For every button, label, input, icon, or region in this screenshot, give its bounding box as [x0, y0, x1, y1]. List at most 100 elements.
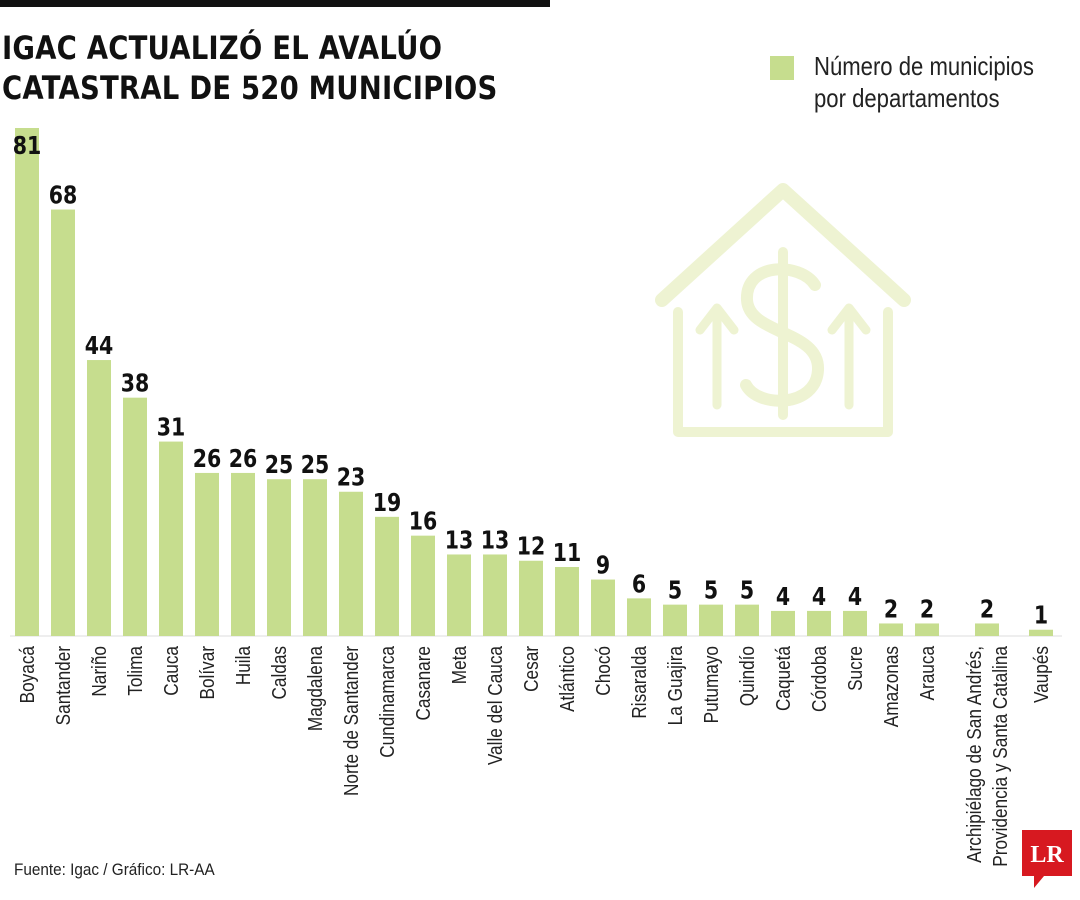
data-label: 5	[704, 577, 718, 605]
bar	[159, 441, 183, 636]
legend: Número de municipios por departamentos	[770, 50, 1080, 114]
arrow-up-icon	[827, 303, 871, 410]
bar	[267, 479, 291, 636]
data-label: 5	[740, 577, 754, 605]
source-note: Fuente: Igac / Gráfico: LR-AA	[14, 860, 215, 879]
category-label: Arauca	[916, 645, 939, 700]
category-label: La Guajira	[664, 645, 687, 725]
category-label: Risaralda	[628, 645, 651, 718]
category-label: Santander	[52, 646, 75, 725]
category-label: Caldas	[268, 646, 291, 700]
bar	[375, 516, 399, 636]
category-label: Córdoba	[808, 645, 831, 712]
data-label: 26	[229, 445, 258, 473]
category-label: Amazonas	[880, 646, 903, 727]
category-label: Meta	[448, 645, 471, 684]
bar	[771, 610, 795, 636]
bar	[231, 472, 255, 636]
bar	[1029, 629, 1053, 636]
category-label: Norte de Santander	[340, 646, 363, 796]
category-label: Cesar	[520, 646, 543, 692]
category-label: Cauca	[160, 645, 183, 695]
category-label: Putumayo	[700, 646, 723, 723]
top-rule	[0, 0, 550, 7]
category-label: Sucre	[844, 646, 867, 691]
bar	[807, 610, 831, 636]
bar	[879, 623, 903, 636]
arrow-up-icon	[695, 303, 739, 410]
legend-label: Número de municipios por departamentos	[814, 51, 1034, 113]
data-label: 81	[13, 132, 42, 160]
house-dollar-icon	[655, 183, 911, 437]
bar	[123, 397, 147, 636]
chart-title: IGAC ACTUALIZÓ EL AVALÚO CATASTRAL DE 52…	[2, 28, 518, 108]
data-label: 2	[884, 596, 898, 624]
data-label: 6	[632, 570, 646, 598]
category-label: Providencia y Santa Catalina	[989, 645, 1012, 866]
data-label: 4	[812, 583, 826, 611]
bar	[591, 579, 615, 636]
data-label: 13	[481, 527, 510, 555]
data-label: 23	[337, 464, 366, 492]
data-label: 5	[668, 577, 682, 605]
category-label: Caquetá	[772, 645, 795, 711]
data-label: 38	[121, 370, 150, 398]
category-label: Atlántico	[556, 646, 579, 712]
bar	[483, 554, 507, 636]
data-label: 44	[85, 332, 114, 360]
data-label: 25	[301, 451, 330, 479]
data-label: 11	[553, 539, 582, 567]
bar	[195, 472, 219, 636]
bar	[555, 567, 579, 636]
category-label: Tolima	[124, 645, 147, 695]
data-label: 12	[517, 533, 546, 561]
category-label: Boyacá	[16, 645, 39, 703]
category-label: Nariño	[88, 646, 111, 697]
bar	[411, 535, 435, 636]
bar	[447, 554, 471, 636]
dollar-sign-icon	[740, 247, 824, 420]
data-label: 4	[776, 583, 790, 611]
data-label: 9	[596, 552, 610, 580]
data-label: 2	[980, 596, 994, 624]
bar	[663, 604, 687, 636]
bar	[735, 604, 759, 636]
category-label: Archipiélago de San Andrés,	[963, 646, 986, 863]
category-label: Magdalena	[304, 645, 327, 731]
data-label: 25	[265, 451, 294, 479]
category-label: Huila	[232, 645, 255, 685]
lr-logo: LR	[1022, 830, 1072, 888]
data-label: 1	[1034, 602, 1048, 630]
bar	[915, 623, 939, 636]
bar	[843, 610, 867, 636]
category-label: Cundinamarca	[376, 645, 399, 757]
bar	[303, 479, 327, 636]
data-label: 13	[445, 527, 474, 555]
legend-swatch	[770, 56, 794, 80]
category-label: Valle del Cauca	[484, 645, 507, 765]
data-label: 16	[409, 508, 438, 536]
logo-text: LR	[1030, 842, 1064, 868]
category-label: Quindío	[736, 646, 759, 706]
bar	[339, 491, 363, 636]
bar	[15, 128, 39, 636]
bar	[627, 598, 651, 636]
bar	[699, 604, 723, 636]
bar	[51, 209, 75, 636]
title-line-2: CATASTRAL DE 520 MUNICIPIOS	[2, 69, 498, 107]
bar	[519, 560, 543, 636]
data-label: 19	[373, 489, 402, 517]
bar	[975, 623, 999, 636]
category-label: Chocó	[592, 646, 615, 696]
data-label: 68	[49, 182, 78, 210]
title-line-1: IGAC ACTUALIZÓ EL AVALÚO	[2, 29, 443, 67]
data-label: 2	[920, 596, 934, 624]
category-label: Vaupés	[1030, 646, 1053, 703]
data-label: 26	[193, 445, 222, 473]
bar	[87, 360, 111, 636]
data-label: 4	[848, 583, 862, 611]
category-label: Bolívar	[196, 646, 219, 699]
category-label: Casanare	[412, 646, 435, 721]
data-label: 31	[157, 414, 186, 442]
